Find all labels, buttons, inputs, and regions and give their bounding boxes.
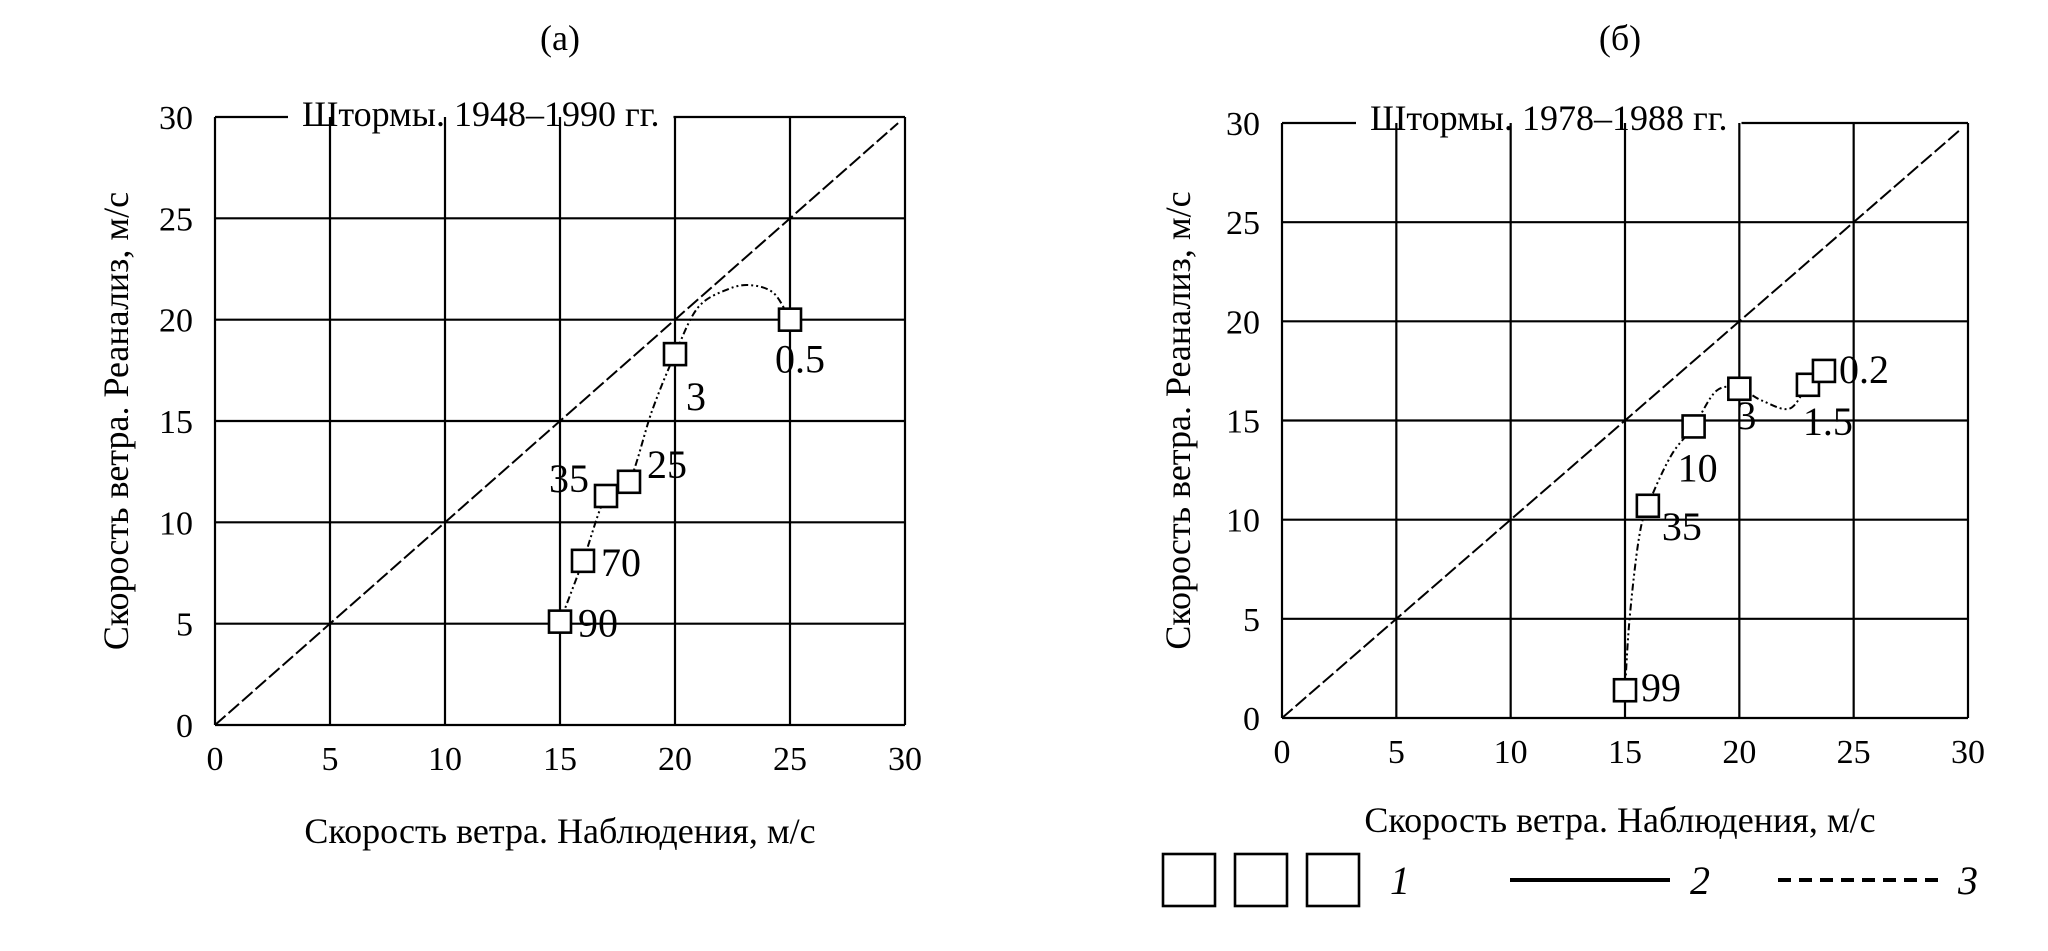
chart-title: Штормы. 1948–1990 гг. [302,94,659,134]
x-tick-label: 15 [543,741,577,778]
data-point-marker [1612,677,1638,703]
legend-label-3: 3 [1957,858,1978,903]
data-point-marker [1727,376,1752,402]
data-point-marker [662,341,688,367]
chart-title: Штормы. 1978–1988 гг. [1370,98,1727,138]
y-tick-label: 25 [159,201,193,238]
y-tick-label: 0 [1243,701,1260,738]
legend-square-symbol [1305,852,1361,908]
y-tick-label: 15 [159,404,193,441]
data-point-marker [1811,358,1837,384]
y-tick-label: 25 [1226,205,1260,242]
x-tick-label: 20 [1722,734,1756,771]
x-tick-label: 5 [322,741,339,778]
legend-label-2: 2 [1690,858,1710,903]
data-point-label: 0.5 [775,337,825,382]
diagonal-line [214,122,899,726]
x-tick-label: 20 [658,741,692,778]
x-tick-label: 10 [428,741,462,778]
data-point-marker [1681,414,1706,439]
data-point-label: 3 [1736,393,1756,438]
y-tick-label: 10 [159,505,193,542]
legend-square-symbol [1233,852,1289,908]
x-tick-label: 25 [773,741,807,778]
data-point-label: 3 [686,374,706,419]
y-tick-label: 30 [1226,106,1260,143]
data-point-label: 90 [578,601,618,646]
legend-label-1: 1 [1390,858,1410,903]
data-point-label: 99 [1641,665,1681,710]
x-tick-label: 0 [207,741,224,778]
data-point-label: 35 [1662,504,1702,549]
data-point-label: 1.5 [1803,399,1853,444]
y-tick-label: 20 [159,303,193,340]
diagonal-line [1281,128,1962,719]
data-point-label: 0.2 [1839,347,1889,392]
x-axis-label: Скорость ветра. Наблюдения, м/с [1364,800,1875,840]
data-point-marker [570,548,596,574]
y-axis-label: Скорость ветра. Реанализ, м/с [96,192,136,650]
data-point-label: 70 [601,540,641,585]
y-tick-label: 0 [176,708,193,745]
x-tick-label: 5 [1388,734,1405,771]
y-tick-label: 30 [159,100,193,137]
x-tick-label: 10 [1494,734,1528,771]
y-tick-label: 20 [1226,304,1260,341]
data-point-marker [593,483,619,509]
chart-panel-1: Штормы. 1948–1990 гг. 0 5 10 15 20 25 30 0 5 10 15 2… [96,18,922,851]
chart-panel-2: Штормы. 1978–1988 гг. 0 5 10 15 20 25 30 0 5 10 15 2… [1158,18,1985,840]
data-point-marker [1635,493,1661,519]
data-point-marker [616,469,642,495]
fit-curve [1624,370,1825,691]
x-axis-label: Скорость ветра. Наблюдения, м/с [304,811,815,851]
x-tick-label: 25 [1837,734,1871,771]
data-point-marker [777,307,803,332]
y-tick-label: 5 [176,607,193,644]
data-point-label: 10 [1678,445,1718,490]
data-point-marker [547,609,573,634]
x-tick-label: 30 [888,741,922,778]
y-tick-label: 10 [1226,503,1260,540]
x-tick-label: 30 [1951,734,1985,771]
legend-square-symbol [1161,852,1217,908]
y-tick-label: 15 [1226,404,1260,441]
y-axis-label: Скорость ветра. Реанализ, м/с [1158,191,1198,649]
data-point-label: 25 [647,442,687,487]
x-tick-label: 15 [1608,734,1642,771]
y-tick-label: 5 [1243,602,1260,639]
panel-label: (б) [1599,18,1641,58]
x-tick-label: 0 [1274,734,1291,771]
fit-curve [559,284,791,622]
data-point-label: 35 [549,456,589,501]
panel-label: (а) [540,18,580,58]
legend: 1 2 3 [1161,852,1978,908]
